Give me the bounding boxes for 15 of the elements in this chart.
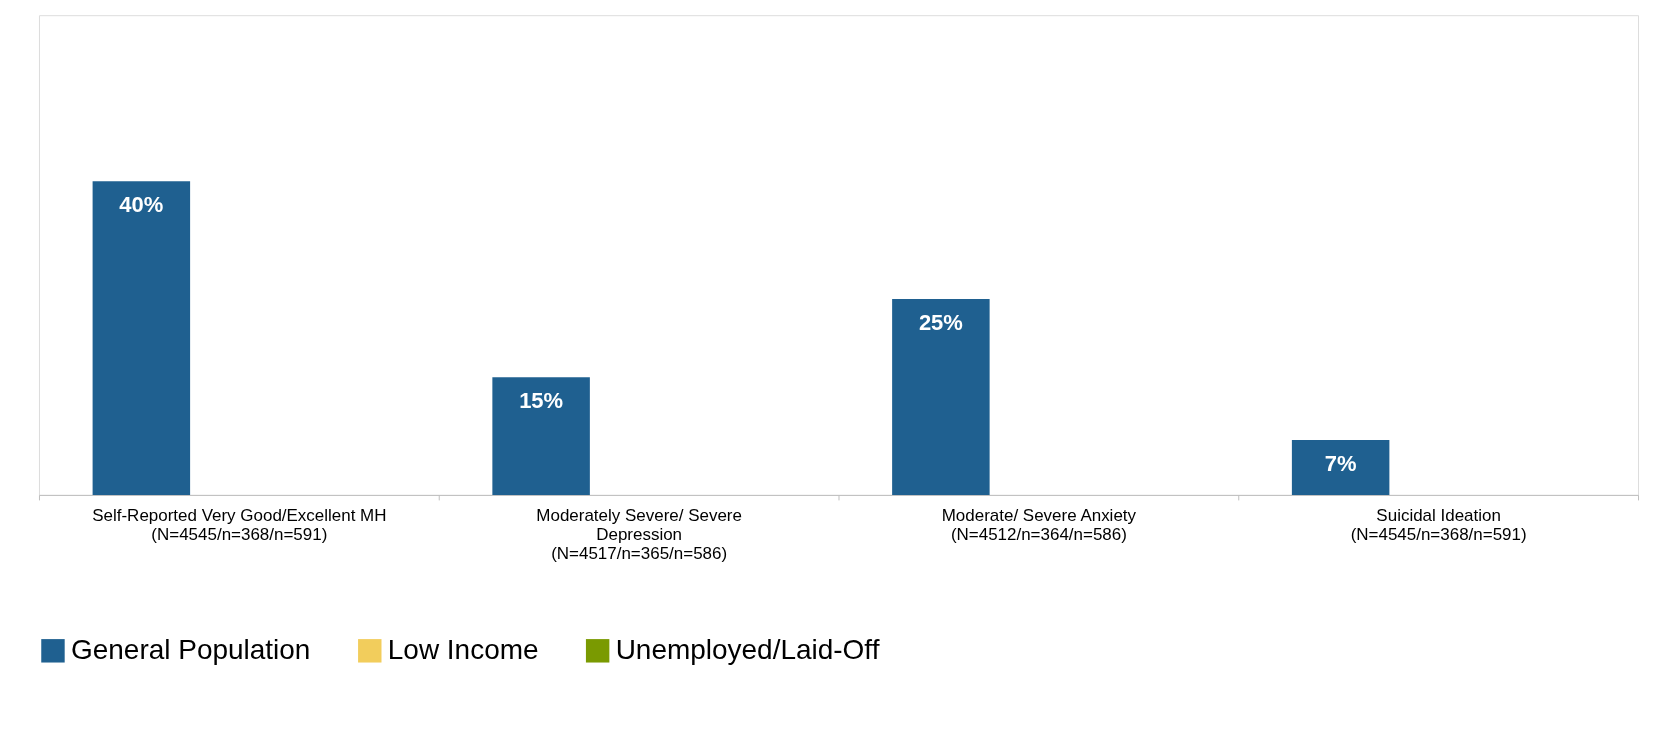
bar: [492, 377, 590, 495]
x-tick-label: Moderately Severe/ Severe Depression (N=4517/n=365/n=586): [536, 506, 742, 564]
x-tick-label: Suicidal Ideation (N=4545/n=368/n=591): [1350, 506, 1527, 545]
bar: [1291, 440, 1390, 495]
data-label: 7%: [1324, 451, 1357, 477]
data-label: 40%: [119, 192, 164, 218]
bar: [92, 181, 191, 495]
data-label: 15%: [519, 388, 564, 414]
legend-label: Unemployed/Laid-Off: [615, 633, 880, 665]
legend-label: Low Income: [387, 633, 539, 665]
data-label: 25%: [918, 309, 963, 335]
x-tick-label: Moderate/ Severe Anxiety (N=4512/n=364/n=586): [941, 506, 1137, 545]
x-tick-label: Self-Reported Very Good/Excellent MH (N=4545/n=368/n=591): [92, 506, 387, 545]
bar: [892, 298, 990, 495]
legend-label: General Population: [70, 633, 311, 665]
